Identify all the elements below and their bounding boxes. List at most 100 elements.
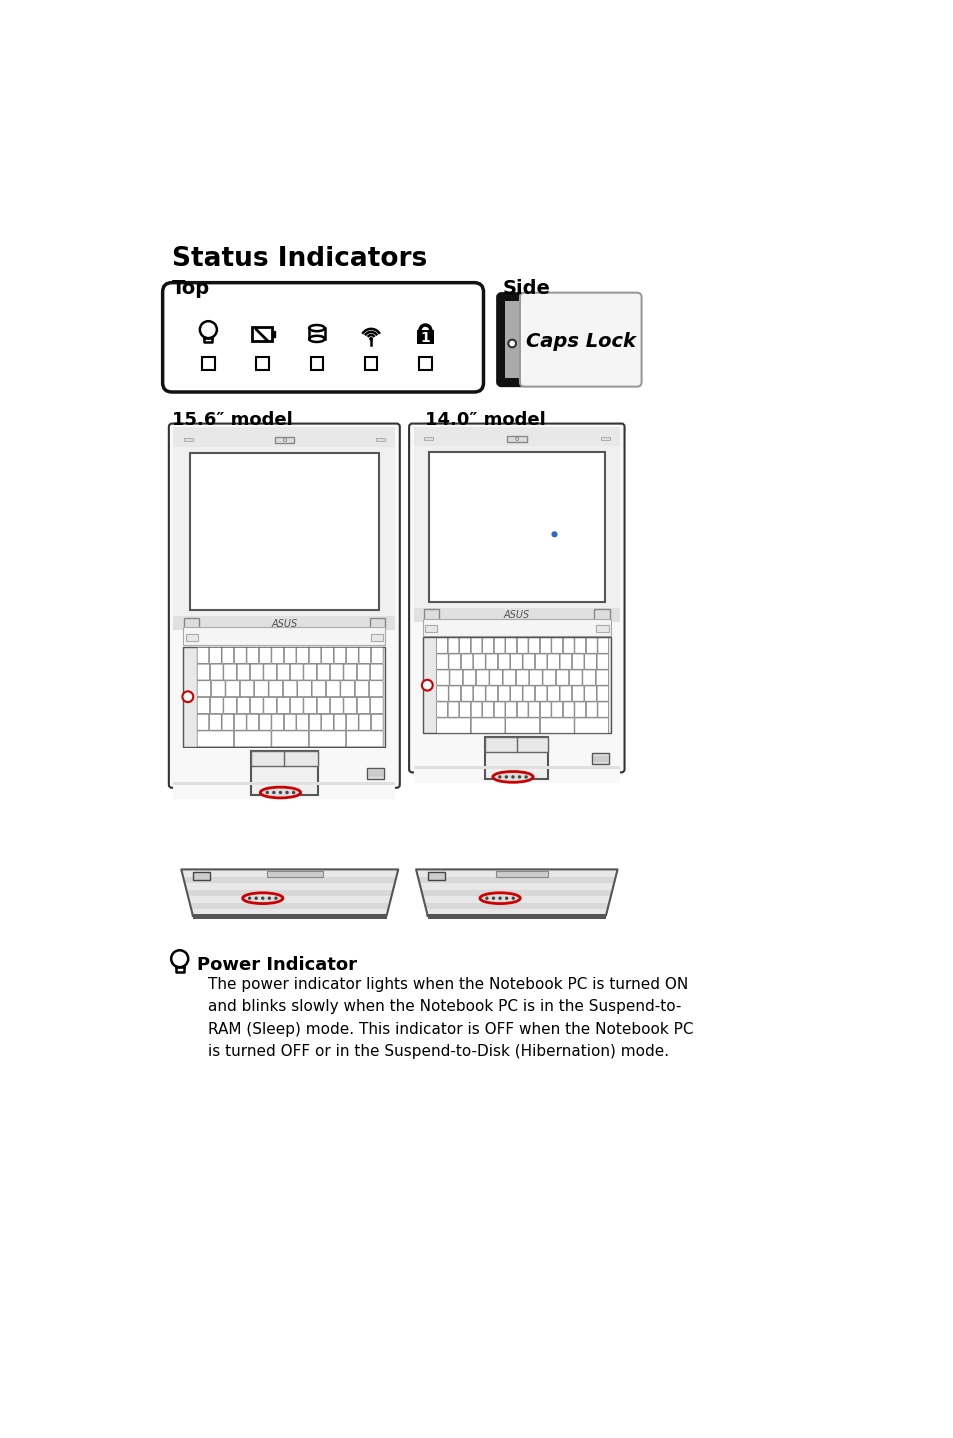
FancyBboxPatch shape [517,702,527,718]
FancyBboxPatch shape [461,686,473,702]
FancyBboxPatch shape [505,638,516,653]
FancyBboxPatch shape [482,638,493,653]
FancyBboxPatch shape [505,718,539,733]
FancyBboxPatch shape [563,702,574,718]
Bar [183,618,199,630]
Bar [369,618,385,630]
Text: o: o [515,436,518,441]
Text: 14.0″ model: 14.0″ model [425,411,545,430]
Circle shape [511,896,515,900]
FancyBboxPatch shape [197,647,209,663]
Ellipse shape [309,336,324,342]
FancyBboxPatch shape [224,664,236,680]
FancyBboxPatch shape [291,664,303,680]
FancyBboxPatch shape [210,647,221,663]
FancyBboxPatch shape [516,670,528,684]
FancyBboxPatch shape [547,654,558,669]
Circle shape [254,896,257,900]
FancyBboxPatch shape [482,702,493,718]
FancyBboxPatch shape [582,670,595,684]
FancyBboxPatch shape [598,702,608,718]
Bar [190,453,378,610]
Polygon shape [427,910,605,916]
Circle shape [508,339,516,348]
FancyBboxPatch shape [463,670,476,684]
FancyBboxPatch shape [369,680,383,697]
Bar [505,301,518,378]
Polygon shape [424,896,609,903]
FancyBboxPatch shape [471,702,481,718]
Circle shape [497,775,501,778]
FancyBboxPatch shape [283,680,296,697]
Polygon shape [191,903,388,909]
Polygon shape [416,870,617,916]
Bar [485,738,548,779]
FancyBboxPatch shape [409,424,624,772]
FancyBboxPatch shape [211,664,223,680]
Bar [422,618,610,636]
Polygon shape [190,896,390,903]
FancyBboxPatch shape [346,731,383,746]
FancyBboxPatch shape [330,697,343,713]
Bar [414,608,619,621]
Text: Top: Top [172,279,210,298]
Bar [414,766,619,769]
FancyBboxPatch shape [356,664,370,680]
Polygon shape [419,877,614,883]
FancyBboxPatch shape [448,702,458,718]
Bar [416,331,434,344]
FancyBboxPatch shape [575,702,585,718]
Text: 15.6″ model: 15.6″ model [172,411,293,430]
FancyBboxPatch shape [272,731,308,746]
Bar [274,437,294,443]
FancyBboxPatch shape [264,697,276,713]
Polygon shape [181,870,397,916]
Circle shape [517,775,520,778]
Circle shape [199,321,216,338]
FancyBboxPatch shape [277,697,290,713]
FancyBboxPatch shape [461,654,473,669]
FancyBboxPatch shape [598,638,608,653]
Bar [193,873,210,880]
Bar [193,915,386,919]
FancyBboxPatch shape [448,638,458,653]
FancyBboxPatch shape [346,647,358,663]
Bar [183,627,385,646]
FancyBboxPatch shape [309,647,320,663]
FancyBboxPatch shape [556,670,568,684]
FancyBboxPatch shape [559,686,571,702]
FancyBboxPatch shape [510,686,521,702]
FancyBboxPatch shape [197,680,211,697]
Bar [429,452,604,601]
Bar [414,735,619,782]
Bar [369,771,382,777]
FancyBboxPatch shape [535,654,546,669]
Bar [594,610,609,621]
Bar [173,430,395,627]
Bar [202,358,214,370]
Bar [414,427,619,446]
FancyBboxPatch shape [597,686,608,702]
Circle shape [292,791,295,794]
FancyBboxPatch shape [586,638,597,653]
Text: ASUS: ASUS [271,620,297,628]
FancyBboxPatch shape [317,697,330,713]
Ellipse shape [242,893,283,903]
FancyBboxPatch shape [529,670,541,684]
FancyBboxPatch shape [547,686,558,702]
Circle shape [274,896,277,900]
Text: The power indicator lights when the Notebook PC is turned ON
and blinks slowly w: The power indicator lights when the Note… [208,978,693,1058]
FancyBboxPatch shape [312,680,325,697]
Bar [593,755,607,762]
FancyBboxPatch shape [304,697,316,713]
Circle shape [182,692,193,702]
FancyBboxPatch shape [197,697,210,713]
FancyBboxPatch shape [356,697,370,713]
Bar [183,437,193,440]
Bar [251,751,317,795]
FancyBboxPatch shape [259,647,271,663]
FancyBboxPatch shape [494,702,504,718]
FancyBboxPatch shape [436,686,448,702]
Ellipse shape [493,772,533,782]
FancyBboxPatch shape [343,697,356,713]
